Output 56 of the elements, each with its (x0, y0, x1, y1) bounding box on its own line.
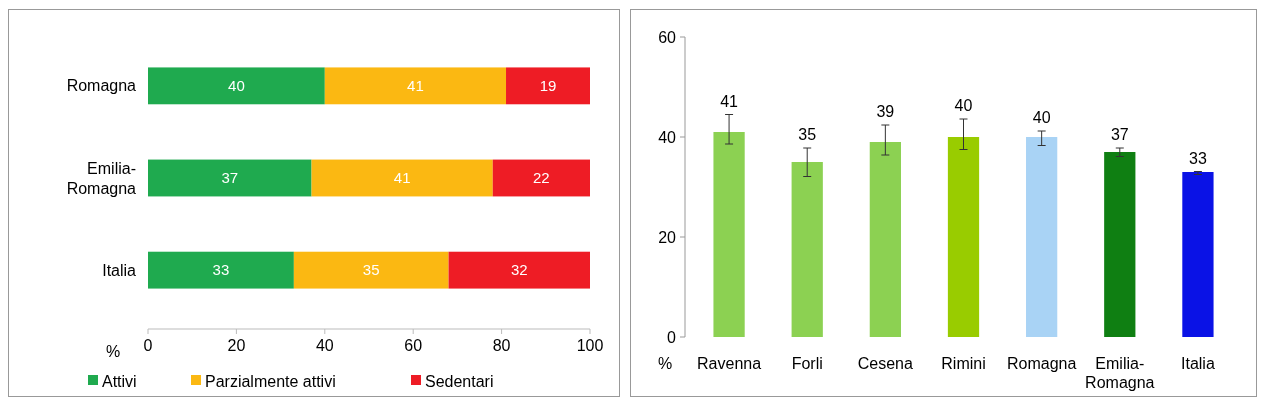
y-tick-label: 20 (658, 228, 677, 246)
x-tick-label: Rimini (941, 355, 986, 372)
data-label: 41 (407, 77, 424, 95)
bar (324, 67, 507, 105)
bar (148, 251, 294, 289)
bar (148, 159, 312, 197)
bar (869, 142, 901, 337)
data-label: 32 (510, 261, 528, 279)
data-label: 22 (533, 169, 550, 187)
data-label: 33 (212, 261, 230, 279)
bar (506, 67, 590, 105)
x-axis-title: % (105, 343, 121, 360)
bar (492, 159, 590, 197)
y-tick-label: Romagna (66, 77, 137, 95)
data-label: 41 (720, 92, 739, 110)
x-tick-label: Romagna (1006, 355, 1077, 372)
x-tick-label: 60 (404, 337, 423, 354)
x-tick-label: 20 (227, 337, 246, 354)
data-label: 37 (1110, 126, 1129, 143)
legend-label: Attivi (102, 372, 137, 390)
y-tick-label: Italia (102, 261, 137, 279)
bar (947, 137, 980, 337)
data-label: 40 (954, 97, 973, 114)
x-tick-label: Emilia-Romagna (1085, 355, 1155, 392)
y-tick-label: 60 (658, 28, 677, 46)
data-label: 41 (393, 169, 411, 187)
x-tick-label: 100 (576, 337, 604, 354)
bar (148, 67, 325, 105)
x-tick-label: 40 (315, 337, 334, 354)
data-label: 40 (1032, 109, 1051, 126)
data-label: 19 (539, 77, 557, 95)
x-axis-title: % (657, 355, 673, 372)
y-tick-label: Emilia-Romagna (66, 159, 137, 197)
bar (1104, 152, 1136, 337)
x-tick-label: Cesena (857, 355, 914, 372)
x-tick-label: Ravenna (697, 355, 762, 372)
legend-label: Sedentari (425, 372, 494, 390)
bar (713, 132, 745, 337)
bar (448, 251, 590, 289)
bar (1026, 137, 1058, 337)
x-tick-label: Forli (791, 355, 823, 372)
x-tick-label: 80 (492, 337, 511, 354)
bar (1182, 172, 1214, 337)
legend-label: Parzialmente attivi (205, 372, 336, 390)
data-label: 35 (798, 126, 817, 143)
bar (293, 251, 449, 289)
bar (791, 162, 823, 337)
y-tick-label: 40 (658, 128, 677, 146)
data-label: 39 (876, 103, 895, 120)
data-label: 37 (221, 169, 239, 187)
data-label: 35 (362, 261, 380, 279)
data-label: 40 (228, 77, 245, 95)
bar (311, 159, 493, 197)
x-tick-label: 0 (143, 337, 153, 354)
data-label: 33 (1189, 149, 1207, 167)
x-tick-label: Italia (1181, 355, 1215, 372)
